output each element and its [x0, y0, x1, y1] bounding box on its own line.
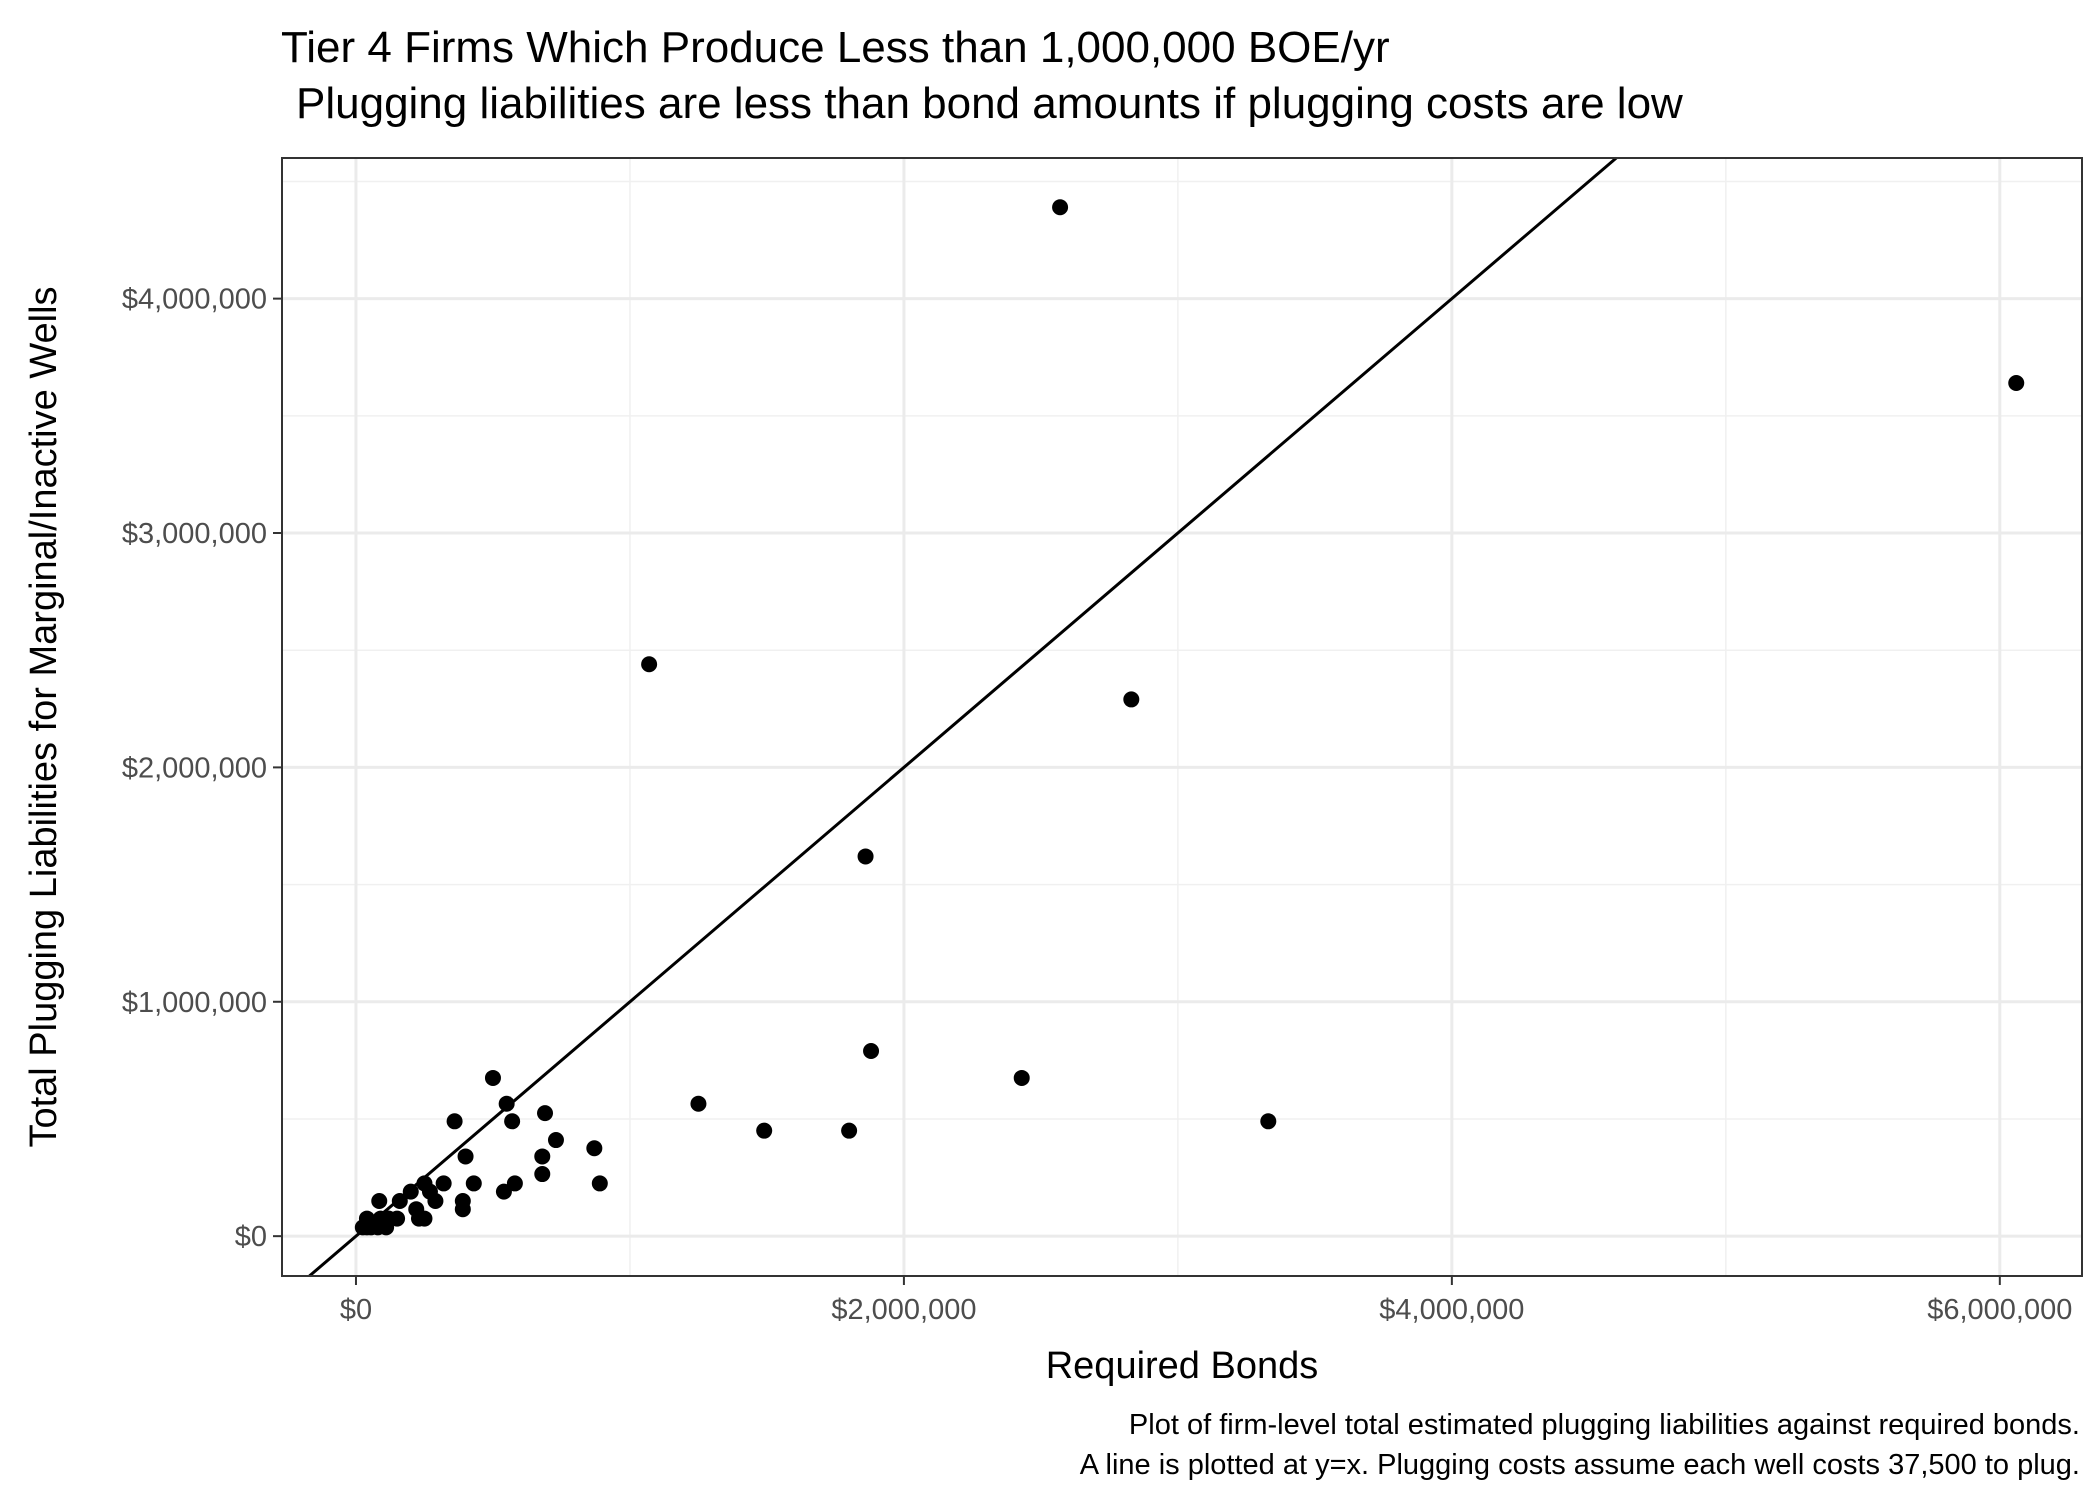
chart-title: Tier 4 Firms Which Produce Less than 1,0… [281, 23, 1390, 72]
data-points [354, 199, 2025, 1236]
data-point [371, 1192, 388, 1209]
caption-line-1: Plot of firm-level total estimated plugg… [1129, 1409, 2080, 1441]
data-point [506, 1175, 523, 1192]
data-point [586, 1140, 603, 1157]
data-point [391, 1192, 408, 1209]
data-point [416, 1210, 433, 1227]
data-point [465, 1175, 482, 1192]
panel-border [281, 157, 2083, 1277]
data-point [1123, 691, 1140, 708]
data-point [435, 1175, 452, 1192]
data-point [402, 1183, 419, 1200]
data-point [2008, 375, 2025, 392]
data-point [863, 1042, 880, 1059]
y-tick-label: $1,000,000 [122, 987, 267, 1019]
caption-line-2: A line is plotted at y=x. Plugging costs… [1080, 1449, 2080, 1481]
y-tick-label: $0 [235, 1221, 267, 1253]
data-point [1013, 1069, 1030, 1086]
data-point [537, 1105, 554, 1122]
data-point [378, 1219, 395, 1236]
y-tick-label: $2,000,000 [122, 752, 267, 784]
data-point [641, 656, 658, 673]
data-point [857, 848, 874, 865]
plot-panel [281, 156, 2083, 1278]
x-tick-label: $6,000,000 [1927, 1294, 2072, 1326]
data-point [484, 1069, 501, 1086]
y-axis: $0 $1,000,000 $2,000,000 $3,000,000 $4,000,0… [122, 284, 282, 1253]
data-point [1260, 1113, 1277, 1130]
x-axis-title: Required Bonds [1046, 1345, 1319, 1387]
reference-line-y-equals-x [308, 156, 1618, 1278]
x-tick-label: $0 [340, 1294, 372, 1326]
panel-background [282, 158, 2082, 1276]
data-point [756, 1122, 773, 1139]
y-tick-label: $4,000,000 [122, 284, 267, 316]
data-point [457, 1148, 474, 1165]
data-point [591, 1175, 608, 1192]
data-point [358, 1219, 375, 1236]
data-point [504, 1113, 521, 1130]
x-tick-label: $4,000,000 [1379, 1294, 1524, 1326]
chart-subtitle: Plugging liabilities are less than bond … [296, 79, 1683, 128]
major-gridlines [282, 158, 2082, 1276]
data-point [841, 1122, 858, 1139]
data-point [454, 1201, 471, 1218]
y-axis-title: Total Plugging Liabilities for Marginal/… [23, 286, 65, 1147]
data-point [534, 1148, 551, 1165]
minor-gridlines [282, 158, 2082, 1276]
data-point [498, 1095, 515, 1112]
data-point [534, 1166, 551, 1183]
data-point [427, 1192, 444, 1209]
y-tick-label: $3,000,000 [122, 518, 267, 550]
data-point [495, 1183, 512, 1200]
data-point [690, 1095, 707, 1112]
x-axis: $0 $2,000,000 $4,000,000 $6,000,000 [340, 1276, 2072, 1326]
data-point [446, 1113, 463, 1130]
data-point [1052, 199, 1069, 216]
x-tick-label: $2,000,000 [831, 1294, 976, 1326]
data-point [547, 1132, 564, 1149]
